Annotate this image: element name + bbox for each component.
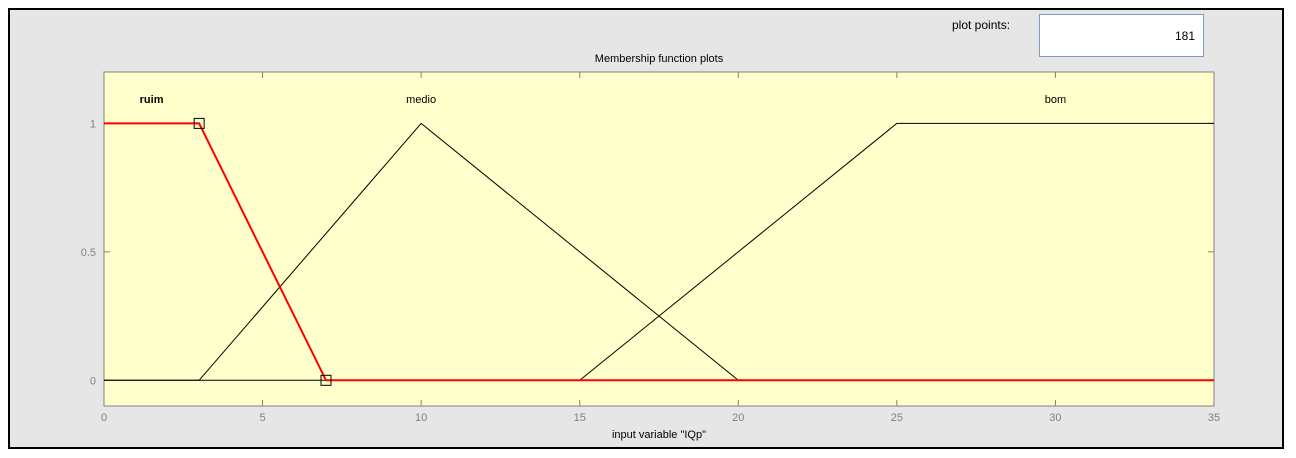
axis-ticks: 0 5 10 15 20 25 30 35 0 0.5 1 [81,72,1220,424]
plot-points-label: plot points: [952,18,1011,32]
mf-curves [104,117,1214,386]
x-tick-label: 15 [574,412,586,424]
x-tick-label: 20 [732,412,744,424]
y-tick-label: 0 [90,375,96,387]
mf-curve-ruim[interactable] [104,122,1214,382]
mf-label-ruim[interactable]: ruim [140,94,164,106]
x-tick-label: 0 [101,412,107,424]
x-tick-label: 30 [1049,412,1061,424]
y-tick-label: 1 [90,118,96,130]
mf-label-medio[interactable]: medio [406,94,436,106]
plot-points-input[interactable] [1039,14,1204,57]
x-tick-label: 5 [260,412,266,424]
x-axis-label: input variable "IQp" [612,429,706,441]
plot-area[interactable] [103,71,1215,407]
x-tick-label: 10 [415,412,427,424]
mf-handle[interactable] [320,374,332,386]
mf-handle[interactable] [193,117,205,129]
y-tick-label: 0.5 [81,247,96,259]
chart-title: Membership function plots [595,53,724,65]
mf-label-bom[interactable]: bom [1045,94,1066,106]
x-tick-label: 35 [1208,412,1220,424]
x-tick-label: 25 [891,412,903,424]
mf-labels: ruim medio bom [140,94,1066,106]
